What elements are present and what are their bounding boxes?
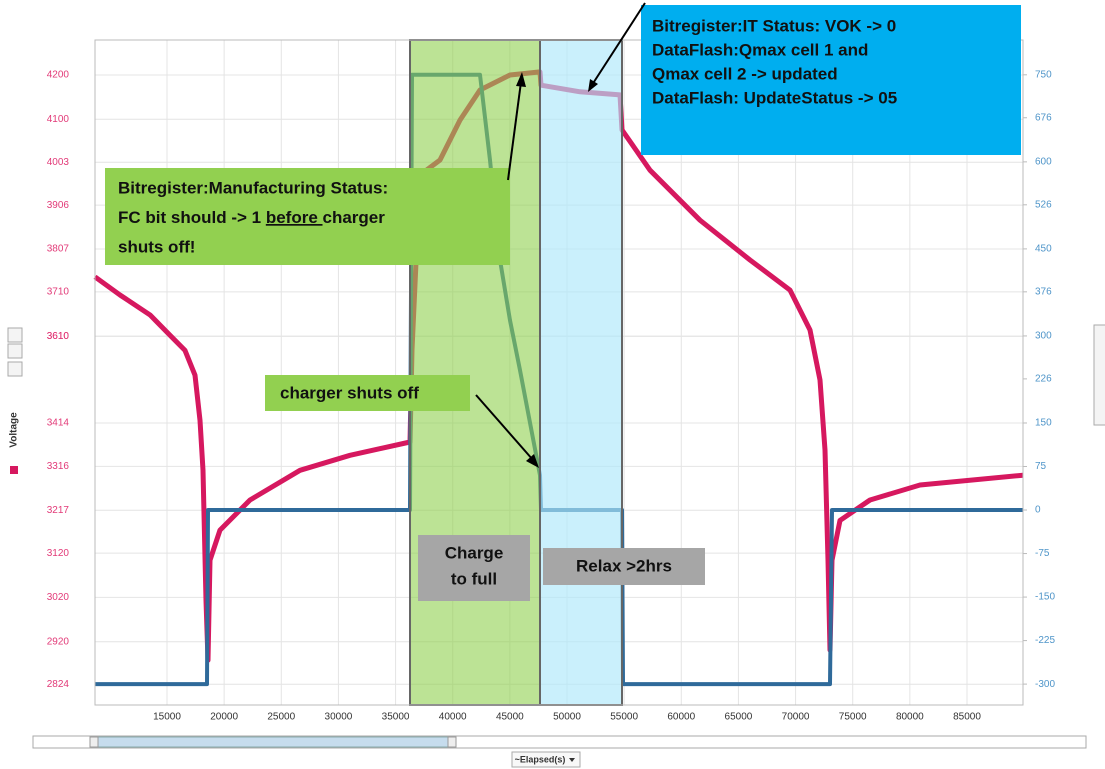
- annotation-text: charger: [323, 208, 386, 227]
- y2-tick-label: 526: [1035, 199, 1052, 210]
- annotation-box: [265, 375, 470, 411]
- regions: [409, 39, 624, 706]
- annotation-box: [105, 168, 510, 265]
- y-tick-label: 3217: [47, 505, 70, 516]
- x-tick-label: 50000: [553, 712, 581, 723]
- arrowhead: [526, 454, 539, 468]
- x-tick-label: 85000: [953, 712, 981, 723]
- scroll-handle[interactable]: [89, 736, 99, 748]
- y2-tick-label: 75: [1035, 461, 1047, 472]
- y2-tick-label: -225: [1035, 635, 1055, 646]
- annotation-text: FC bit should -> 1: [118, 208, 266, 227]
- y-tick-label: 3807: [47, 244, 70, 255]
- y-tick-label: 3414: [47, 418, 70, 429]
- annotation-box: [641, 5, 1021, 155]
- y-tick-label: 3020: [47, 592, 70, 603]
- y2-tick-label: -150: [1035, 592, 1055, 603]
- y-tick-label: 2920: [47, 636, 70, 647]
- axis-button[interactable]: [7, 361, 23, 377]
- y-tick-label: 3710: [47, 287, 70, 298]
- annotation-text: Charge: [445, 543, 504, 562]
- annotation-text: Bitregister:Manufacturing Status:: [118, 178, 388, 197]
- y2-tick-label: 376: [1035, 286, 1052, 297]
- arrow: [589, 2, 646, 89]
- y-tick-label: 4100: [47, 114, 70, 125]
- x-tick-label: 15000: [153, 712, 181, 723]
- arrow: [475, 394, 534, 461]
- annotation-text: before: [266, 208, 323, 227]
- annotation-box: [543, 548, 705, 585]
- y-tick-label: 3610: [47, 331, 70, 342]
- axis-button[interactable]: [7, 343, 23, 359]
- annotation-text: charger shuts off: [280, 383, 419, 402]
- region: [539, 39, 624, 706]
- y-tick-label: 3610: [47, 331, 70, 342]
- x-tick-label: 40000: [439, 712, 467, 723]
- x-axis-dropdown[interactable]: [511, 751, 581, 768]
- axis-button[interactable]: [7, 327, 23, 343]
- x-tick-label: 25000: [267, 712, 295, 723]
- annotation-text: DataFlash:Qmax cell 1 and: [652, 40, 868, 59]
- annotation-text: FC bit should -> 1 before charger: [118, 208, 385, 227]
- x-tick-label: 55000: [610, 712, 638, 723]
- plot-frame: [94, 39, 1024, 706]
- x-tick-label: 30000: [325, 712, 353, 723]
- annotation-box: [418, 535, 530, 601]
- x-tick-label: 35000: [382, 712, 410, 723]
- y-axis-label: Voltage: [9, 412, 20, 448]
- x-tick-label: 60000: [667, 712, 695, 723]
- dropdown-arrow: [569, 758, 575, 762]
- y2-tick-label: 750: [1035, 69, 1052, 80]
- legend-swatch: [10, 466, 18, 474]
- x-tick-label: 80000: [896, 712, 924, 723]
- right-axis-widget[interactable]: [1093, 324, 1105, 426]
- y2-tick-label: 676: [1035, 112, 1052, 123]
- annotation-text: Bitregister:IT Status: VOK -> 0: [652, 16, 896, 35]
- x-axis-label: ~Elapsed(s): [515, 754, 566, 764]
- y2-tick-label: 226: [1035, 374, 1052, 385]
- y-tick-label: 3316: [47, 461, 70, 472]
- y2-tick-label: 300: [1035, 331, 1052, 342]
- y2-tick-label: 450: [1035, 244, 1052, 255]
- scroll-handle[interactable]: [447, 736, 457, 748]
- annotation-text: to full: [451, 569, 497, 588]
- arrowhead: [516, 72, 526, 87]
- ticks: 15000 20000 25000 30000 35000 40000 45000 50000…: [47, 69, 1056, 722]
- scroll-thumb[interactable]: [97, 736, 449, 748]
- y-tick-label: 4003: [47, 157, 70, 168]
- x-tick-label: 75000: [839, 712, 867, 723]
- y-tick-label: 3906: [47, 200, 70, 211]
- region: [409, 39, 542, 706]
- y2-tick-label: 0: [1035, 505, 1041, 516]
- arrowhead: [588, 79, 598, 92]
- annotation-text: shuts off!: [118, 237, 195, 256]
- x-tick-label: 70000: [782, 712, 810, 723]
- annotation-text: DataFlash: UpdateStatus -> 05: [652, 88, 897, 107]
- y-tick-label: 3120: [47, 548, 70, 559]
- y2-tick-label: -75: [1035, 548, 1050, 559]
- arrow: [507, 81, 522, 181]
- y2-tick-label: 150: [1035, 418, 1052, 429]
- x-tick-label: 45000: [496, 712, 524, 723]
- x-tick-label: 65000: [725, 712, 753, 723]
- y2-tick-label: 600: [1035, 156, 1052, 167]
- y-tick-label: 2824: [47, 679, 70, 690]
- annotation-text: Relax >2hrs: [576, 556, 672, 575]
- annotation-text: Qmax cell 2 -> updated: [652, 64, 838, 83]
- y2-tick-label: -300: [1035, 679, 1055, 690]
- y-tick-label: 4200: [47, 70, 70, 81]
- x-tick-label: 20000: [210, 712, 238, 723]
